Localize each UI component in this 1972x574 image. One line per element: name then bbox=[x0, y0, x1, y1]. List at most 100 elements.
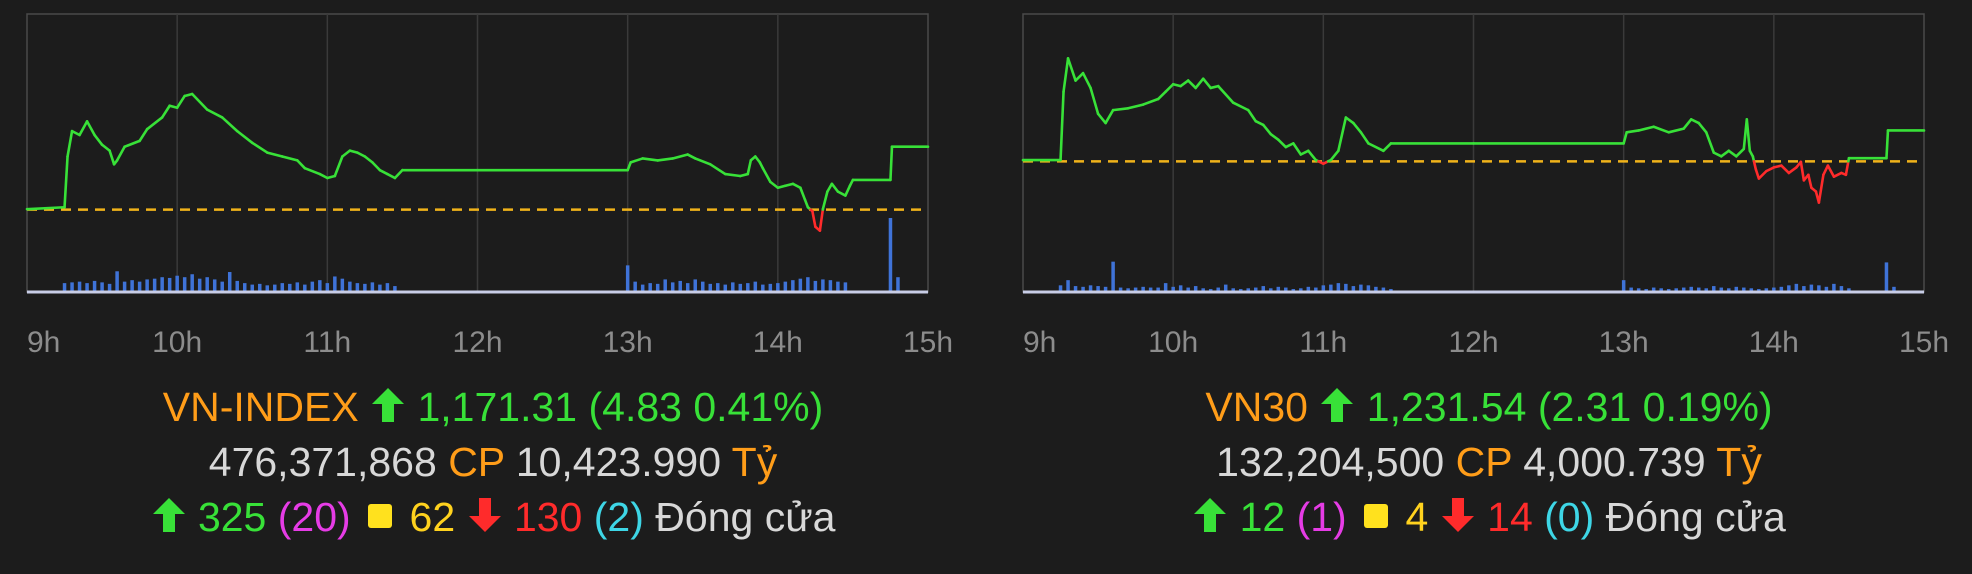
vn-index-breadth-line: 325 (20) 62 130 (2) Đóng cửa bbox=[0, 496, 986, 538]
ceiling-count: (20) bbox=[277, 494, 351, 540]
volume-bar bbox=[295, 282, 300, 292]
x-tick-label: 9h bbox=[27, 326, 60, 359]
index-line-segment bbox=[1261, 123, 1273, 136]
index-line-segment bbox=[723, 172, 742, 178]
index-line-segment bbox=[671, 153, 690, 160]
index-line-segment bbox=[693, 157, 712, 166]
volume-bar bbox=[85, 283, 89, 292]
volume-bar bbox=[348, 281, 352, 292]
decliners-count: 14 bbox=[1487, 494, 1533, 540]
volume-bar bbox=[160, 277, 164, 292]
volume-bar bbox=[1351, 286, 1356, 292]
index-change: (4.83 0.41%) bbox=[588, 384, 824, 430]
index-line-segment bbox=[1622, 131, 1628, 145]
volume-bar bbox=[77, 281, 82, 292]
decliners-count: 130 bbox=[513, 494, 583, 540]
index-line-segment bbox=[1111, 106, 1130, 112]
index-line-segment bbox=[25, 205, 66, 211]
volume-bar bbox=[1764, 288, 1769, 292]
index-value: 1,171.31 bbox=[417, 384, 578, 430]
volume-bar bbox=[1636, 288, 1641, 292]
volume-bar bbox=[340, 278, 345, 292]
index-line-segment bbox=[356, 151, 367, 158]
index-line-segment bbox=[1284, 142, 1295, 149]
volume-bar bbox=[115, 271, 119, 292]
volume-bar bbox=[107, 283, 112, 292]
index-line-segment bbox=[78, 120, 89, 137]
index-line-segment bbox=[1104, 108, 1115, 125]
index-line-segment bbox=[1787, 166, 1798, 175]
square-icon bbox=[368, 504, 393, 528]
volume-bar bbox=[753, 281, 758, 292]
volume-bar bbox=[1261, 286, 1266, 292]
index-line-segment bbox=[1382, 142, 1393, 153]
volume-bar bbox=[227, 272, 232, 292]
index-line-segment bbox=[1089, 86, 1100, 116]
volume-bar bbox=[813, 280, 818, 292]
arrow-up-icon bbox=[372, 388, 405, 422]
vn30-chart: 9h 10h 11h 12h 13h 14h 15h bbox=[1021, 13, 1949, 359]
volume-bar bbox=[1839, 286, 1844, 292]
volume-unit: CP bbox=[448, 439, 505, 485]
volume-bar bbox=[1156, 287, 1160, 292]
session-status: Đóng cửa bbox=[1605, 494, 1786, 540]
volume-bar bbox=[1058, 285, 1063, 292]
volume-bar bbox=[333, 276, 337, 292]
index-name: VN30 bbox=[1205, 384, 1308, 430]
index-line-segment bbox=[1667, 127, 1686, 134]
volume-bar bbox=[1171, 286, 1175, 292]
index-line-segment bbox=[393, 168, 404, 180]
volume-bar bbox=[1884, 262, 1889, 292]
volume-bar bbox=[242, 283, 247, 292]
index-line-segment bbox=[138, 127, 149, 143]
volume-bar bbox=[1359, 284, 1363, 292]
index-line-segment bbox=[1194, 77, 1205, 90]
volume-bar bbox=[205, 277, 209, 292]
volume-bar bbox=[1697, 287, 1701, 292]
vn30-breadth-line: 12 (1) 4 14 (0) Đóng cửa bbox=[996, 496, 1972, 538]
volume-bar bbox=[288, 283, 292, 292]
index-value: 1,231.54 bbox=[1366, 384, 1527, 430]
x-tick-label: 13h bbox=[1599, 326, 1649, 359]
index-line-segment bbox=[1074, 71, 1085, 82]
volume-bar bbox=[798, 278, 803, 292]
index-line-segment bbox=[1727, 149, 1738, 158]
index-line-segment bbox=[1269, 132, 1280, 141]
volume-bar bbox=[723, 284, 728, 292]
index-line-segment bbox=[626, 161, 632, 172]
index-line-segment bbox=[1832, 171, 1843, 178]
index-line-segment bbox=[1689, 118, 1701, 125]
unchanged-count: 4 bbox=[1405, 494, 1429, 540]
volume-bar bbox=[1201, 288, 1205, 292]
index-line-segment bbox=[115, 145, 126, 162]
volume-bar bbox=[701, 281, 705, 292]
index-line-segment bbox=[1844, 160, 1850, 177]
index-line-segment bbox=[818, 208, 825, 232]
volume-bar bbox=[1314, 287, 1318, 292]
volume-bar bbox=[1629, 287, 1633, 292]
index-line-segment bbox=[108, 149, 116, 166]
index-line-segment bbox=[93, 133, 104, 147]
index-line-segment bbox=[1697, 121, 1708, 134]
index-line-segment bbox=[686, 153, 697, 160]
index-line-segment bbox=[386, 172, 397, 180]
volume-bar bbox=[310, 281, 315, 292]
volume-bar bbox=[145, 279, 149, 292]
vn-index-panel: 9h 10h 11h 12h 13h 14h 15h VN-INDEX 1,171.31 (… bbox=[0, 13, 986, 538]
turnover-value: 10,423.990 bbox=[515, 439, 722, 485]
index-line-segment bbox=[1059, 90, 1065, 162]
index-line-segment bbox=[1745, 118, 1752, 153]
volume-bar bbox=[1231, 288, 1235, 292]
x-tick-label: 11h bbox=[303, 326, 351, 359]
arrow-up-icon bbox=[1194, 498, 1227, 532]
volume-bar bbox=[1787, 285, 1791, 292]
volume-bar bbox=[70, 282, 74, 292]
volume-bar bbox=[1344, 283, 1348, 292]
volume-bar bbox=[378, 284, 382, 292]
index-line-segment bbox=[656, 157, 675, 162]
index-line-segment bbox=[341, 149, 352, 158]
index-line-segment bbox=[1799, 160, 1806, 182]
index-line-segment bbox=[1765, 166, 1776, 173]
volume-bar bbox=[1066, 280, 1070, 292]
volume-bar bbox=[1727, 288, 1731, 292]
